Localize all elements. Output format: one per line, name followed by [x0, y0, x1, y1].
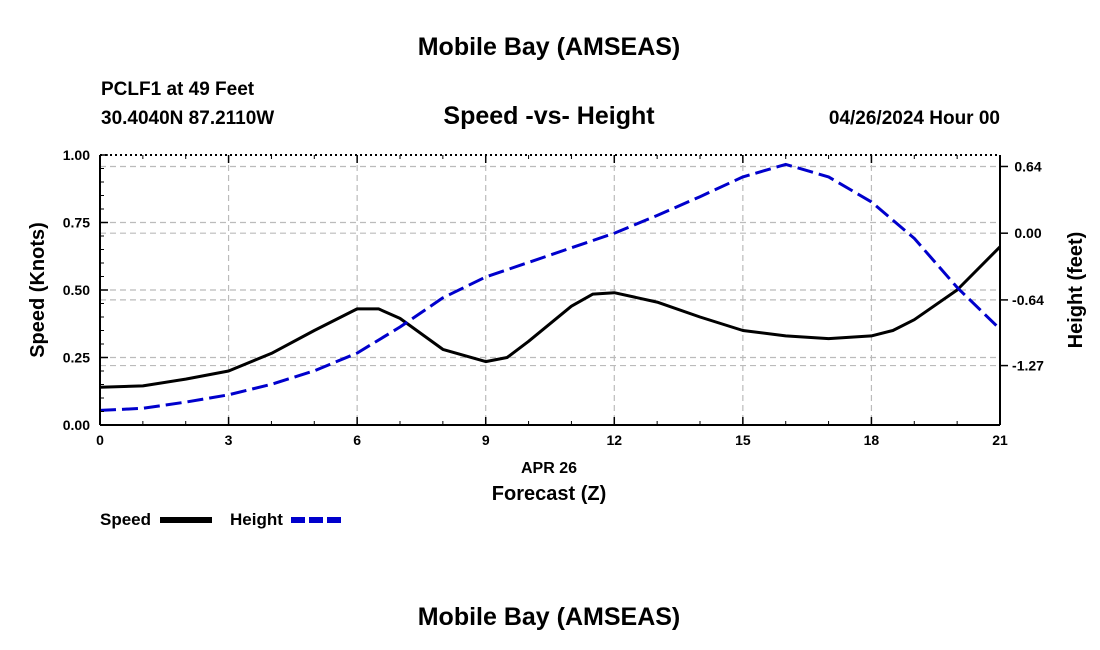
- x-tick-label: 6: [353, 432, 361, 448]
- y-tick-label: 0.25: [63, 350, 90, 366]
- speed-series-line: [99, 245, 1002, 389]
- station-label: PCLF1 at 49 Feet: [101, 79, 255, 100]
- tick-labels: 0 3 6 9 12 15 18 21 0.00 0.25 0.50 0.75 1.00 0.64 0.00…: [63, 147, 1044, 448]
- x-axis-date: APR 26: [521, 460, 577, 477]
- y2-axis-title: Height (feet): [1065, 232, 1087, 349]
- x-axis-title: Forecast (Z): [492, 483, 606, 505]
- grid-lines: [100, 155, 1000, 425]
- y-tick-label: 0.00: [63, 417, 90, 433]
- x-tick-label: 3: [225, 432, 233, 448]
- x-tick-label: 15: [735, 432, 751, 448]
- height-series-line: [99, 162, 1002, 412]
- x-tick-label: 9: [482, 432, 490, 448]
- main-title: Mobile Bay (AMSEAS): [418, 33, 681, 61]
- x-tick-label: 12: [606, 432, 622, 448]
- y2-tick-label: 0.00: [1014, 225, 1041, 241]
- y-tick-label: 0.75: [63, 215, 90, 231]
- legend-speed-label: Speed: [100, 510, 151, 529]
- y2-tick-label: -0.64: [1012, 292, 1044, 308]
- footer-title: Mobile Bay (AMSEAS): [418, 603, 681, 631]
- y-axis-title: Speed (Knots): [27, 222, 49, 358]
- coords-label: 30.4040N 87.2110W: [101, 108, 274, 129]
- legend-height-label: Height: [230, 510, 283, 529]
- plot-frame: [99, 154, 1008, 426]
- y-tick-label: 0.50: [63, 282, 90, 298]
- series-lines: [99, 162, 1002, 412]
- y-tick-label: 1.00: [63, 147, 90, 163]
- x-tick-label: 0: [96, 432, 104, 448]
- y2-tick-label: 0.64: [1014, 158, 1041, 174]
- date-label: 04/26/2024 Hour 00: [829, 108, 1000, 129]
- x-tick-label: 18: [864, 432, 880, 448]
- x-tick-label: 21: [992, 432, 1008, 448]
- chart-title: Speed -vs- Height: [443, 102, 655, 130]
- legend: Speed Height: [100, 510, 343, 529]
- y2-tick-label: -1.27: [1012, 358, 1044, 374]
